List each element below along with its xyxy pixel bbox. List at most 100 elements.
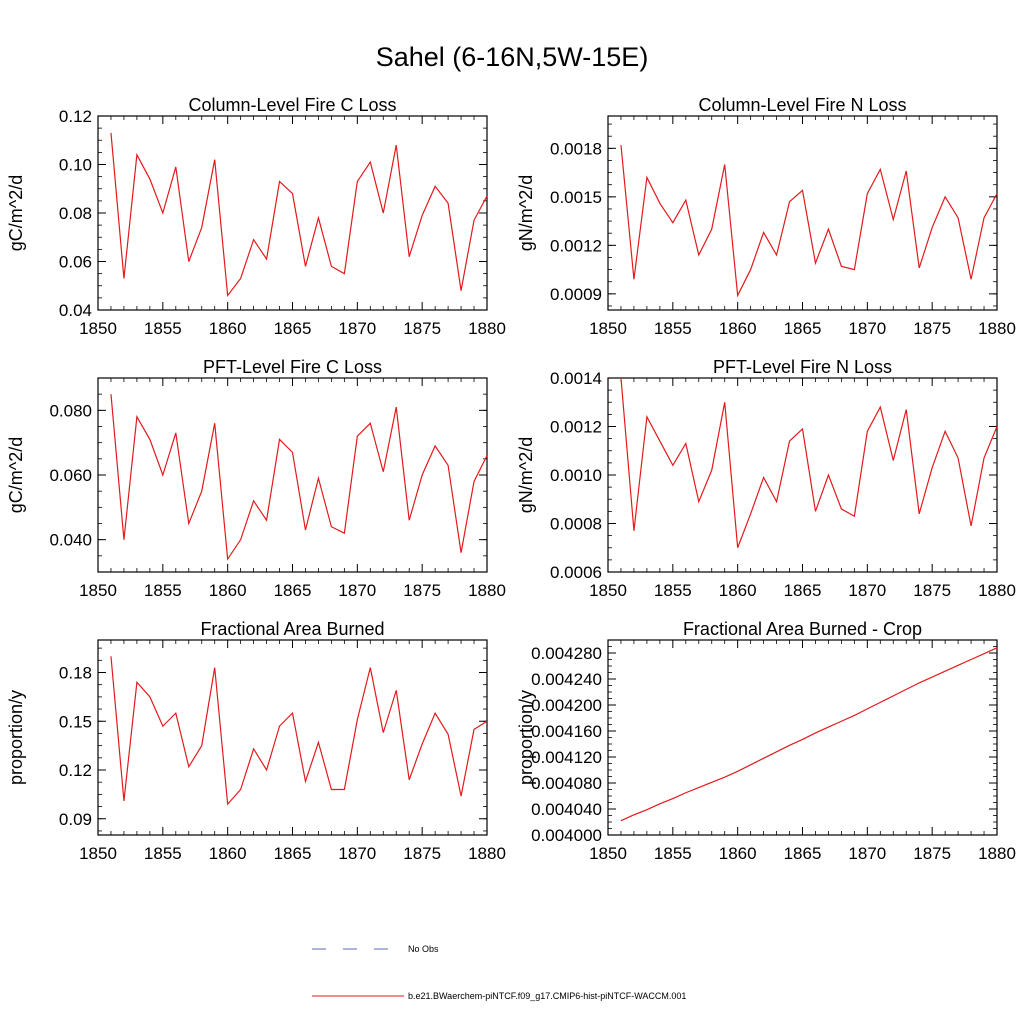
x-tick-label: 1850 [589,581,627,600]
x-tick-label: 1880 [978,581,1016,600]
x-tick-label: 1870 [848,581,886,600]
plot-frame [607,639,998,836]
panel-6: Fractional Area Burned - Crop proportion/… [516,619,1016,863]
y-tick-label: 0.10 [59,156,92,175]
panel-1: Column-Level Fire C Loss gC/m^2/d 1850 1855… [6,95,506,338]
x-tick-label: 1880 [468,581,506,600]
x-tick-label: 1860 [719,844,757,863]
y-tick-label: 0.004040 [531,800,602,819]
panel-title: PFT-Level Fire C Loss [203,357,382,377]
x-tick-label: 1875 [913,319,951,338]
x-tick-label: 1865 [784,319,822,338]
y-tick-label: 0.004160 [531,722,602,741]
y-tick-label: 0.004200 [531,696,602,715]
y-axis-label: gC/m^2/d [6,175,26,251]
x-tick-label: 1855 [654,581,692,600]
x-tick-label: 1850 [79,581,117,600]
x-tick-label: 1880 [468,844,506,863]
panel-2: Column-Level Fire N Loss gN/m^2/d 1850 1855… [516,95,1016,338]
y-tick-label: 0.18 [59,664,92,683]
x-tick-label: 1850 [589,319,627,338]
plot-frame [97,639,488,836]
panel-title: Column-Level Fire C Loss [188,95,396,115]
y-tick-label: 0.04 [59,301,92,320]
series-line [110,656,488,806]
x-tick-label: 1870 [338,319,376,338]
series-line [110,132,488,298]
y-tick-label: 0.004120 [531,748,602,767]
x-tick-label: 1855 [144,844,182,863]
panel-title: Column-Level Fire N Loss [698,95,906,115]
x-tick-label: 1860 [719,319,757,338]
series-line [620,145,998,298]
x-tick-label: 1870 [338,844,376,863]
y-tick-label: 0.12 [59,761,92,780]
plot-frame [607,377,998,573]
y-tick-label: 0.040 [49,531,92,550]
x-tick-label: 1865 [784,581,822,600]
x-tick-label: 1850 [79,319,117,338]
panel-title: Fractional Area Burned - Crop [683,619,922,639]
x-tick-label: 1880 [468,319,506,338]
x-tick-label: 1860 [719,581,757,600]
panel-3: PFT-Level Fire C Loss gC/m^2/d 1850 1855 186… [6,357,506,600]
x-tick-label: 1865 [784,844,822,863]
panel-5: Fractional Area Burned proportion/y 1850 18… [6,619,506,863]
x-tick-label: 1870 [338,581,376,600]
x-tick-label: 1860 [209,581,247,600]
y-tick-label: 0.004000 [531,826,602,845]
y-tick-label: 0.0015 [550,188,602,207]
figure-title: Sahel (6-16N,5W-15E) [376,42,649,72]
x-tick-label: 1850 [589,844,627,863]
y-tick-label: 0.060 [49,466,92,485]
plot-frame [97,377,488,573]
y-tick-label: 0.0012 [550,236,602,255]
y-tick-label: 0.0012 [550,418,602,437]
x-tick-label: 1865 [274,319,312,338]
y-tick-label: 0.06 [59,253,92,272]
x-tick-label: 1880 [978,319,1016,338]
y-axis-label: gN/m^2/d [516,437,536,513]
panels: Column-Level Fire C Loss gC/m^2/d 1850 1855… [6,95,1016,863]
series-line [620,647,998,822]
legend: No Obs b.e21.BWaerchem-piNTCF.f09_g17.CMI… [312,944,686,1001]
x-tick-label: 1855 [144,581,182,600]
x-tick-label: 1880 [978,844,1016,863]
plot-frame [97,115,488,311]
legend-label-obs: No Obs [408,944,439,954]
panel-4: PFT-Level Fire N Loss gN/m^2/d 1850 1855 186… [516,357,1016,600]
x-tick-label: 1855 [654,319,692,338]
y-tick-label: 0.0010 [550,466,602,485]
y-tick-label: 0.004280 [531,644,602,663]
series-line [110,394,488,561]
x-tick-label: 1870 [848,844,886,863]
x-tick-label: 1855 [144,319,182,338]
x-tick-label: 1855 [654,844,692,863]
y-tick-label: 0.004080 [531,774,602,793]
y-tick-label: 0.09 [59,810,92,829]
y-axis-label: proportion/y [6,690,26,785]
y-tick-label: 0.08 [59,204,92,223]
y-tick-label: 0.15 [59,712,92,731]
x-tick-label: 1875 [403,844,441,863]
series-line [620,377,998,548]
y-axis-label: proportion/y [516,690,536,785]
x-tick-label: 1860 [209,844,247,863]
x-tick-label: 1875 [403,319,441,338]
x-tick-label: 1850 [79,844,117,863]
legend-label-model: b.e21.BWaerchem-piNTCF.f09_g17.CMIP6-his… [408,991,686,1001]
x-tick-label: 1870 [848,319,886,338]
y-tick-label: 0.0008 [550,515,602,534]
y-tick-label: 0.0009 [550,285,602,304]
y-tick-label: 0.004240 [531,670,602,689]
y-tick-label: 0.12 [59,107,92,126]
y-tick-label: 0.080 [49,401,92,420]
y-axis-label: gN/m^2/d [516,175,536,251]
y-axis-label: gC/m^2/d [6,437,26,513]
panel-title: Fractional Area Burned [200,619,384,639]
x-tick-label: 1875 [913,581,951,600]
y-tick-label: 0.0014 [550,369,602,388]
x-tick-label: 1875 [913,844,951,863]
